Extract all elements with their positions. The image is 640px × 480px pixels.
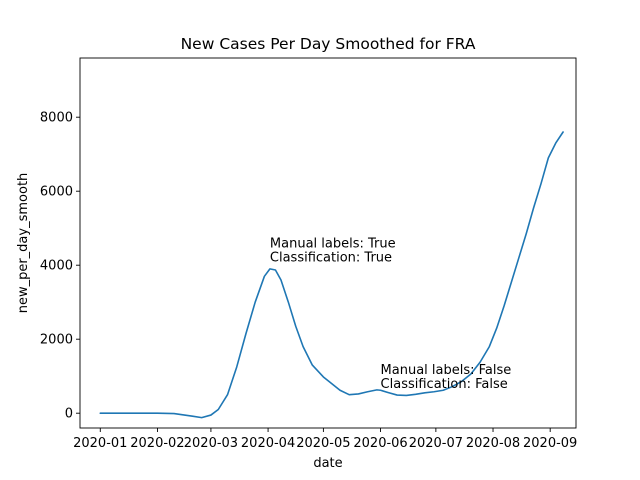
x-axis-title: date	[313, 456, 342, 471]
plot-area	[79, 57, 577, 429]
y-tick-label: 0	[65, 407, 73, 422]
x-tick-label: 2020-06	[353, 436, 407, 451]
annotation-text: Manual labels: False	[381, 363, 512, 378]
annotation-text: Classification: False	[381, 377, 508, 392]
chart-title: New Cases Per Day Smoothed for FRA	[181, 35, 476, 53]
x-tick-label: 2020-03	[184, 436, 238, 451]
x-tick-label: 2020-05	[296, 436, 350, 451]
series-line	[99, 131, 564, 419]
y-tick-label: 2000	[40, 333, 73, 348]
x-tick-label: 2020-07	[409, 436, 463, 451]
y-tick-label: 4000	[40, 259, 73, 274]
y-tick-label: 8000	[40, 111, 73, 126]
y-axis: 0 2000 4000 6000 8000	[40, 111, 80, 422]
x-tick-label: 2020-08	[466, 436, 520, 451]
x-axis: 2020-01 2020-02 2020-03 2020-04 2020-05 2020-…	[73, 428, 577, 451]
annotation-text: Classification: True	[270, 251, 392, 266]
annotation-text: Manual labels: True	[270, 237, 396, 252]
x-tick-label: 2020-04	[241, 436, 295, 451]
x-tick-label: 2020-09	[523, 436, 577, 451]
axes-frame	[79, 57, 577, 429]
x-tick-label: 2020-01	[73, 436, 127, 451]
plot-background	[80, 58, 576, 428]
x-tick-label: 2020-02	[130, 436, 184, 451]
y-axis-title: new_per_day_smooth	[16, 173, 31, 314]
y-tick-label: 6000	[40, 185, 73, 200]
